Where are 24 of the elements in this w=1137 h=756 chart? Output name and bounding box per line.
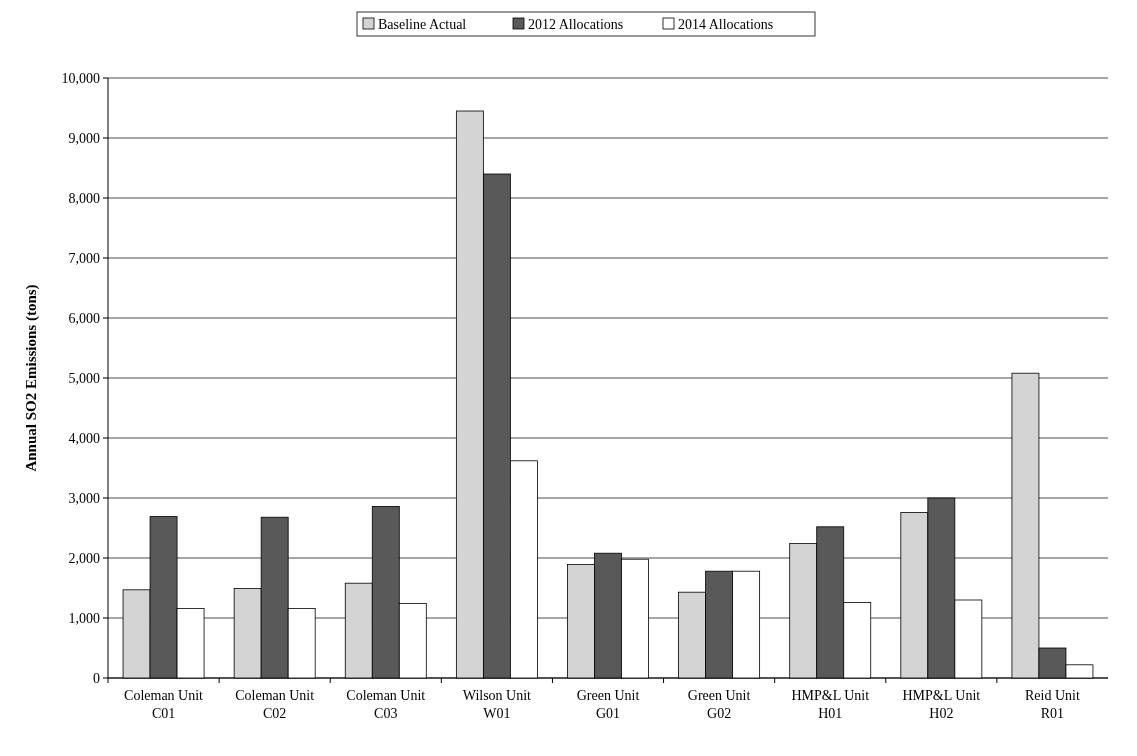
legend-label: Baseline Actual <box>378 16 467 32</box>
y-tick-label: 9,000 <box>68 130 100 146</box>
x-tick-label: HMP&L Unit H02 <box>902 688 981 721</box>
y-tick-label: 0 <box>93 670 100 686</box>
y-tick-label: 2,000 <box>68 550 100 566</box>
y-tick-label: 7,000 <box>68 250 100 266</box>
x-tick-label: Wilson Unit W01 <box>462 688 532 721</box>
x-tick-label: Green Unit G01 <box>576 688 640 721</box>
y-tick-label: 3,000 <box>68 490 100 506</box>
y-tick-label: 6,000 <box>68 310 100 326</box>
y-tick-label: 1,000 <box>68 610 100 626</box>
x-tick-label: Reid Unit R01 <box>1025 688 1080 721</box>
y-tick-label: 8,000 <box>68 190 100 206</box>
x-tick-label: Coleman Unit C03 <box>346 688 426 721</box>
x-tick-label: Coleman Unit C01 <box>124 688 204 721</box>
legend-label: 2014 Allocations <box>678 16 774 32</box>
y-tick-label: 4,000 <box>68 430 100 446</box>
y-axis-title: Annual SO2 Emissions (tons) <box>23 284 40 472</box>
y-tick-label: 5,000 <box>68 370 100 386</box>
x-tick-label: Coleman Unit C02 <box>235 688 315 721</box>
legend-label: 2012 Allocations <box>528 16 624 32</box>
x-tick-label: HMP&L Unit H01 <box>791 688 870 721</box>
y-tick-label: 10,000 <box>61 70 100 86</box>
x-tick-label: Green Unit G02 <box>687 688 751 721</box>
